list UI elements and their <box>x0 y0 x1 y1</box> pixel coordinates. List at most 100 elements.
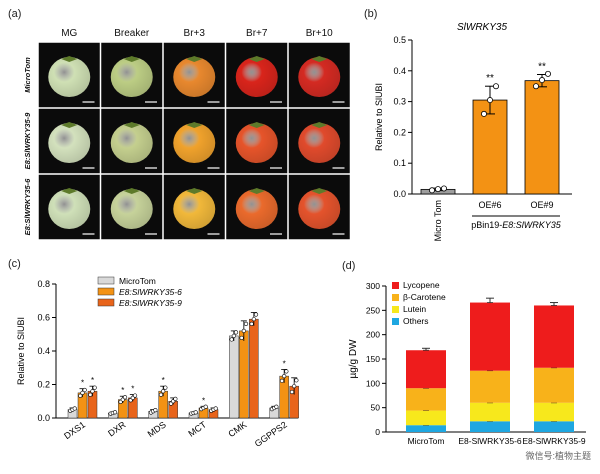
legend-swatch-2 <box>97 298 115 307</box>
stage-label-2: Br+3 <box>184 28 206 39</box>
data-point <box>239 335 244 341</box>
stack-0-0 <box>406 425 446 432</box>
y-tick-label: 0.0 <box>37 413 50 423</box>
legend-swatch-1 <box>392 294 399 301</box>
watermark: 微信号:植物主题 <box>522 448 594 463</box>
tomato-fruit <box>173 189 216 229</box>
data-point <box>163 385 168 390</box>
stage-label-4: Br+10 <box>306 28 333 39</box>
data-point <box>294 378 299 383</box>
data-point <box>253 312 259 317</box>
data-point <box>173 396 178 402</box>
y-tick-label: 0 <box>375 427 380 437</box>
y-axis-label: Relative to SlUBI <box>374 83 384 151</box>
tomato-fruit <box>48 189 91 229</box>
data-point <box>92 385 97 390</box>
y-tick-label: 0.8 <box>37 279 50 289</box>
tomato-fruit <box>298 189 341 229</box>
data-point <box>82 387 87 393</box>
data-point <box>251 317 256 322</box>
significance-mark: * <box>202 396 205 405</box>
legend-label-0: MicroTom <box>119 276 156 286</box>
stage-label-3: Br+7 <box>246 28 268 39</box>
x-tick-label: DXS1 <box>62 419 87 441</box>
panel-d-letter: (d) <box>342 260 356 272</box>
data-point <box>72 406 77 411</box>
significance-mark: ** <box>486 73 494 84</box>
legend-swatch-2 <box>392 306 399 313</box>
row-label-2: E8:SlWRKY35-6 <box>23 178 32 236</box>
data-point <box>88 392 93 397</box>
data-point <box>282 374 287 379</box>
y-tick-label: 100 <box>366 378 380 388</box>
significance-mark: * <box>91 376 94 385</box>
chart-c: (c) 0.0 0.2 0.4 0.6 0.8 Relative to SlUBI * * DX… <box>0 252 330 469</box>
data-point <box>441 185 448 192</box>
significance-mark: * <box>162 376 165 385</box>
data-point <box>203 404 208 409</box>
tomato-calyx <box>61 188 78 194</box>
legend-label-2: E8:SlWRKY35-9 <box>119 298 182 308</box>
tomato-fruit <box>235 123 278 163</box>
data-point <box>532 83 539 90</box>
y-tick-label: 300 <box>366 281 380 291</box>
x-tick-label: MCT <box>186 419 208 439</box>
y-tick-label: 0.3 <box>393 97 406 107</box>
panel-c-letter: (c) <box>8 258 21 270</box>
legend-label-1: E8:SlWRKY35-6 <box>119 287 182 297</box>
chart-b: (b) SlWRKY35 0.0 0.1 0.2 0.3 0.4 0.5 Relative t… <box>360 0 600 250</box>
y-tick-label: 150 <box>366 354 380 364</box>
chart-b-title: SlWRKY35 <box>457 22 507 33</box>
legend-label-2: Lutein <box>403 304 426 314</box>
x-tick-label: E8-SlWRKY35-6 <box>458 436 522 446</box>
x-tick-label: GGPPS2 <box>253 419 289 448</box>
panel-b-letter: (b) <box>364 8 378 20</box>
significance-mark: * <box>81 379 84 388</box>
row-label-1: E8:SlWRKY35-9 <box>23 112 32 170</box>
x-tick-label: OE#9 <box>530 200 553 210</box>
stack-0-3 <box>406 350 446 389</box>
stage-label-1: Breaker <box>114 28 150 39</box>
tomato-calyx <box>248 122 265 128</box>
y-axis-label: Relative to SlUBI <box>16 317 26 385</box>
data-point <box>544 70 551 77</box>
stack-2-0 <box>534 421 574 432</box>
stack-0-1 <box>406 410 446 426</box>
y-tick-label: 0.1 <box>393 158 406 168</box>
tomato-fruit <box>48 57 91 97</box>
tomato-calyx <box>186 122 203 128</box>
tomato-calyx <box>61 56 78 62</box>
y-tick-label: 200 <box>366 330 380 340</box>
data-point <box>481 110 488 117</box>
significance-mark: ** <box>538 61 546 72</box>
data-point <box>132 393 138 398</box>
y-tick-label: 250 <box>366 305 380 315</box>
photo-panel: (a) MG Breaker Br+3 Br+7 Br+10 MicroTom E8:SlW… <box>0 0 370 250</box>
x-tick-label: CMK <box>226 419 248 439</box>
y-tick-label: 50 <box>371 403 381 413</box>
group-label: pBin19-E8:SlWRKY35 <box>471 220 562 230</box>
data-point <box>229 337 234 342</box>
data-point <box>231 333 236 339</box>
data-point <box>122 395 128 400</box>
x-tick-label: OE#6 <box>478 200 501 210</box>
stack-2-1 <box>534 402 574 422</box>
y-tick-label: 0.4 <box>37 346 50 356</box>
data-point <box>241 328 246 333</box>
panel-a-letter: (a) <box>8 8 22 20</box>
tomato-calyx <box>311 188 328 194</box>
data-point <box>80 390 85 395</box>
tomato-calyx <box>61 122 78 128</box>
data-point <box>492 83 499 90</box>
row-label-0: MicroTom <box>23 57 32 93</box>
significance-mark: * <box>131 385 134 394</box>
data-point <box>538 77 545 84</box>
legend-swatch-0 <box>392 282 399 289</box>
data-point <box>487 97 494 104</box>
bar-4-1 <box>239 330 249 419</box>
chart-d-svg: 0 50 100 150 200 250 300 µg/g DW MicroTom E8-SlWR… <box>348 280 586 446</box>
chart-b-svg: SlWRKY35 0.0 0.1 0.2 0.3 0.4 0.5 Relative to Sl… <box>374 22 572 241</box>
stack-2-3 <box>534 305 574 368</box>
tomato-fruit <box>110 57 153 97</box>
y-tick-label: 0.2 <box>393 127 406 137</box>
